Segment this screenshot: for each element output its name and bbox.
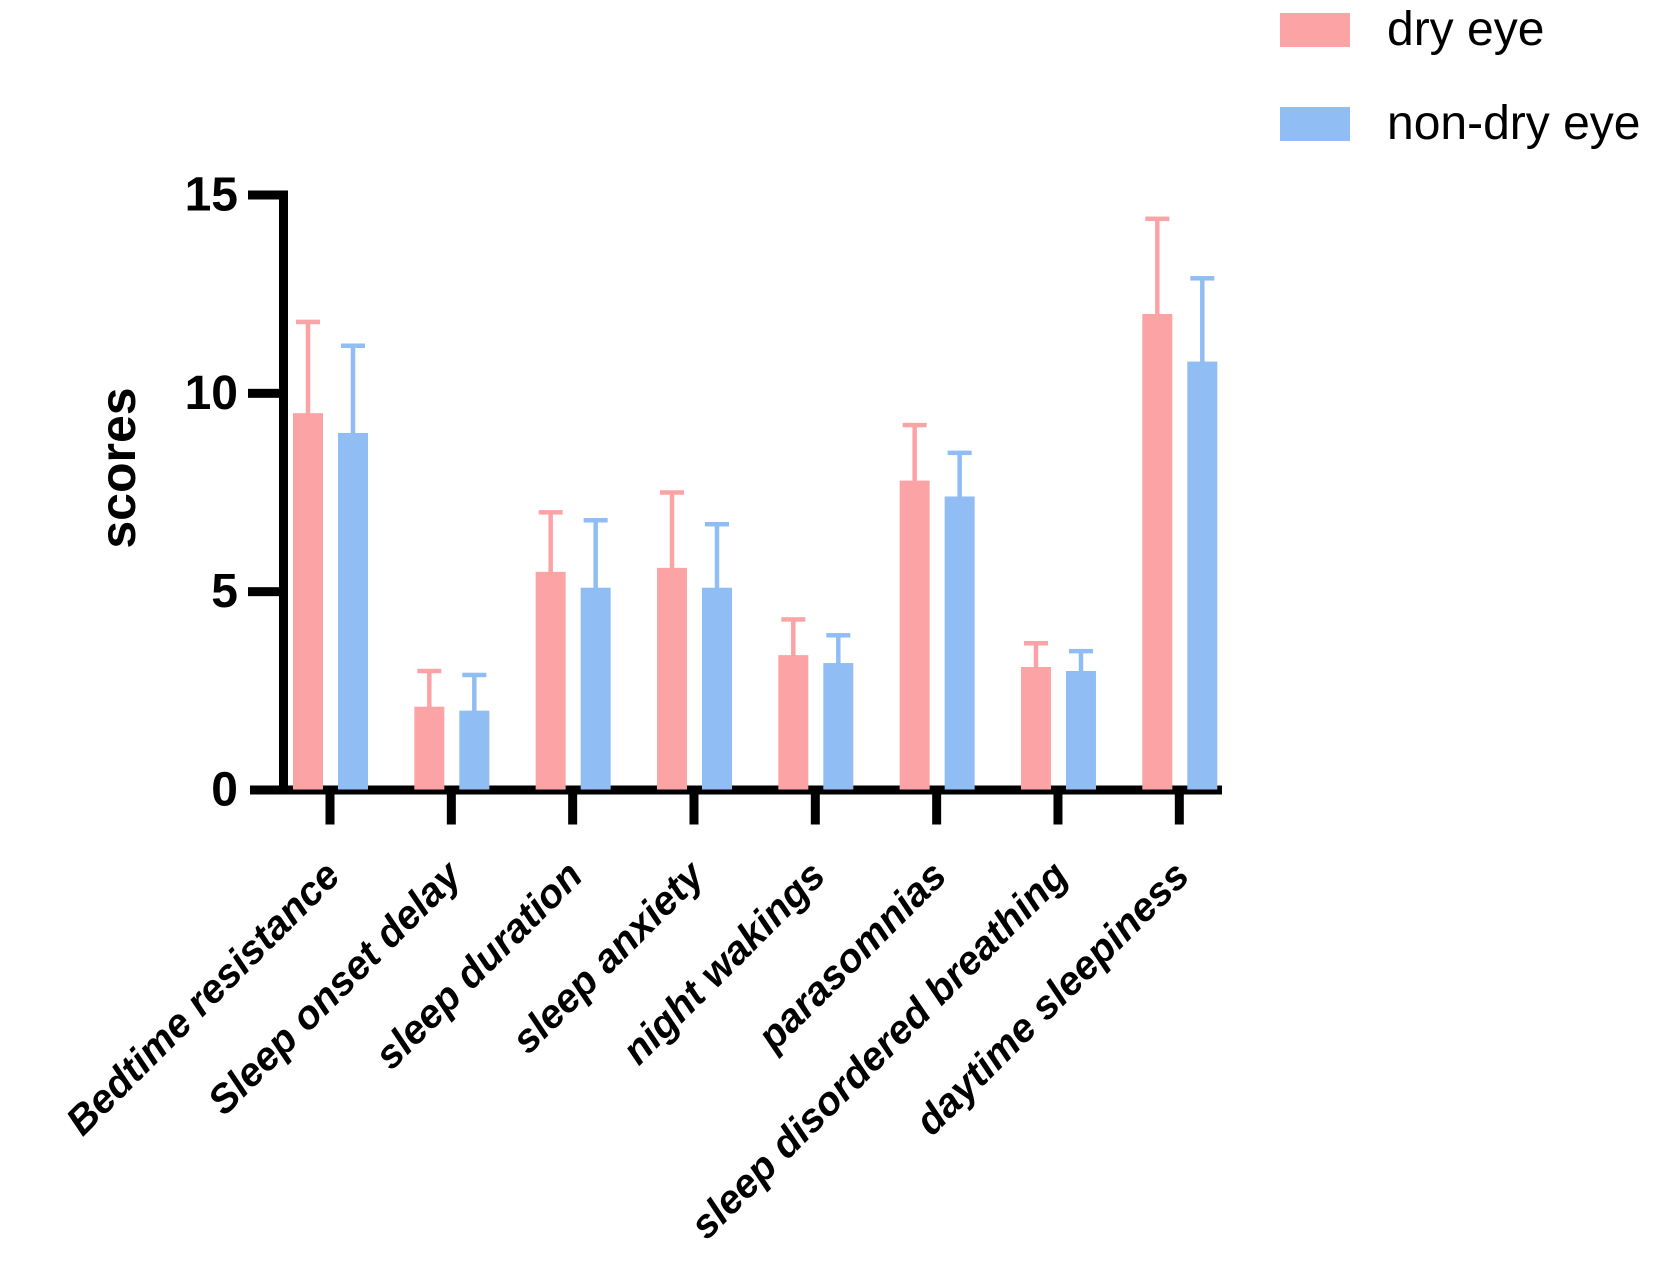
bar-dry-eye-3 [656,567,687,790]
legend-swatch-non-dry-eye [1280,107,1350,141]
bar-non-dry-eye-0 [338,432,368,790]
error-bar-stem-non-dry-eye-4 [836,635,841,666]
group-tick-7 [1174,794,1184,825]
bar-dry-eye-0 [293,413,323,790]
group-tick-5 [932,794,942,825]
error-bar-cap-non-dry-eye-4 [826,633,851,638]
error-bar-stem-dry-eye-1 [427,670,432,709]
bar-non-dry-eye-1 [459,710,490,790]
bar-non-dry-eye-6 [1065,670,1096,790]
category-label-2: sleep duration [367,853,591,1077]
error-bar-cap-dry-eye-2 [538,510,563,515]
error-bar-stem-dry-eye-0 [305,321,311,416]
bar-dry-eye-7 [1142,313,1173,790]
error-bar-stem-dry-eye-4 [791,619,796,658]
error-bar-stem-dry-eye-2 [548,512,553,574]
y-tick-label-10: 10 [185,367,238,420]
x-axis-line [250,785,1222,795]
bar-non-dry-eye-3 [701,587,732,790]
error-bar-cap-non-dry-eye-3 [704,521,729,527]
error-bar-cap-non-dry-eye-1 [462,672,487,678]
group-tick-3 [689,794,699,825]
error-bar-cap-dry-eye-1 [417,668,442,674]
error-bar-cap-non-dry-eye-7 [1190,276,1215,281]
legend-label-non-dry-eye: non-dry eye [1387,97,1641,150]
bar-non-dry-eye-5 [944,496,975,790]
error-bar-stem-non-dry-eye-0 [350,345,356,435]
error-bar-cap-dry-eye-6 [1023,640,1048,646]
error-bar-stem-non-dry-eye-2 [593,520,598,590]
group-tick-1 [446,794,456,825]
y-tick-15 [248,190,288,200]
group-tick-0 [325,794,335,825]
bar-dry-eye-1 [414,706,445,790]
error-bar-cap-dry-eye-5 [902,422,927,428]
y-tick-label-15: 15 [185,168,238,221]
error-bar-stem-non-dry-eye-3 [714,524,720,590]
legend: dry eye non-dry eye [1280,0,1640,148]
bar-non-dry-eye-2 [580,587,611,790]
y-tick-5 [248,587,288,597]
error-bar-stem-non-dry-eye-7 [1200,278,1205,364]
legend-item-non-dry-eye: non-dry eye [1280,100,1640,148]
error-bar-stem-dry-eye-3 [669,492,675,570]
error-bar-stem-non-dry-eye-1 [472,674,477,713]
error-bar-stem-dry-eye-5 [912,425,917,483]
y-tick-label-0: 0 [211,764,238,817]
bar-non-dry-eye-4 [823,663,854,790]
error-bar-cap-dry-eye-3 [659,490,684,495]
error-bar-cap-non-dry-eye-6 [1068,648,1093,654]
bar-dry-eye-5 [899,480,930,790]
bar-dry-eye-6 [1020,667,1051,790]
error-bar-cap-non-dry-eye-5 [947,450,972,456]
bar-dry-eye-4 [778,655,809,790]
bar-dry-eye-2 [535,571,566,790]
error-bar-stem-dry-eye-7 [1155,218,1160,316]
error-bar-stem-non-dry-eye-6 [1078,651,1084,673]
error-bar-cap-dry-eye-7 [1145,216,1170,222]
error-bar-cap-dry-eye-4 [781,617,806,622]
group-tick-6 [1053,794,1063,825]
legend-label-dry-eye: dry eye [1387,3,1545,56]
error-bar-stem-dry-eye-6 [1033,643,1039,670]
group-tick-2 [568,794,578,825]
error-bar-stem-non-dry-eye-5 [957,452,962,499]
y-tick-label-5: 5 [211,565,238,618]
group-tick-4 [810,794,820,825]
error-bar-cap-non-dry-eye-2 [583,518,608,523]
error-bar-cap-dry-eye-0 [296,319,320,325]
y-tick-10 [248,388,288,398]
y-axis-label: scores [90,387,146,548]
error-bar-cap-non-dry-eye-0 [341,343,365,348]
y-axis-spine [279,190,288,795]
legend-swatch-dry-eye [1280,13,1350,47]
legend-item-dry-eye: dry eye [1280,6,1640,54]
bar-non-dry-eye-7 [1187,361,1218,790]
